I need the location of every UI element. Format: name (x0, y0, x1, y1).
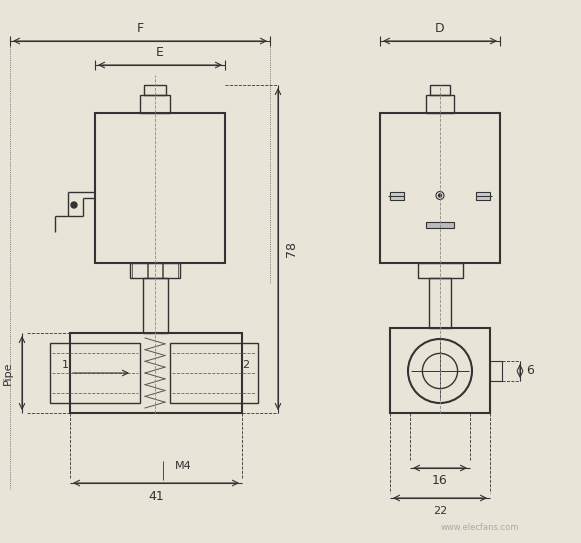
Bar (426, 95, 454, 113)
Bar (70, 333, 242, 413)
Bar (380, 113, 500, 263)
Circle shape (71, 202, 77, 208)
Bar (95, 113, 225, 263)
Circle shape (439, 194, 442, 197)
Text: 2: 2 (242, 360, 250, 370)
Text: 16: 16 (432, 475, 448, 488)
Bar (390, 192, 404, 199)
Text: 78: 78 (285, 241, 297, 257)
Text: www.elecfans.com: www.elecfans.com (441, 523, 519, 533)
Bar (429, 278, 451, 328)
Bar (426, 222, 454, 228)
Bar (147, 263, 163, 278)
Bar (162, 263, 178, 278)
Bar (170, 343, 258, 403)
Bar (490, 361, 502, 381)
Bar (132, 263, 148, 278)
Bar (476, 192, 490, 199)
Text: 41: 41 (148, 489, 164, 502)
Text: F: F (137, 22, 144, 35)
Text: 6: 6 (526, 364, 534, 377)
Bar (140, 95, 170, 113)
Text: E: E (156, 46, 164, 59)
Text: 22: 22 (433, 506, 447, 516)
Bar (50, 343, 140, 403)
Bar (418, 263, 463, 278)
Text: 1: 1 (62, 360, 69, 370)
Bar (144, 85, 166, 95)
Bar (430, 85, 450, 95)
Text: D: D (435, 22, 445, 35)
Bar (130, 263, 180, 278)
Text: Pipe: Pipe (3, 361, 13, 385)
Text: M4: M4 (175, 461, 191, 471)
Bar (143, 278, 168, 333)
Bar (390, 328, 490, 413)
